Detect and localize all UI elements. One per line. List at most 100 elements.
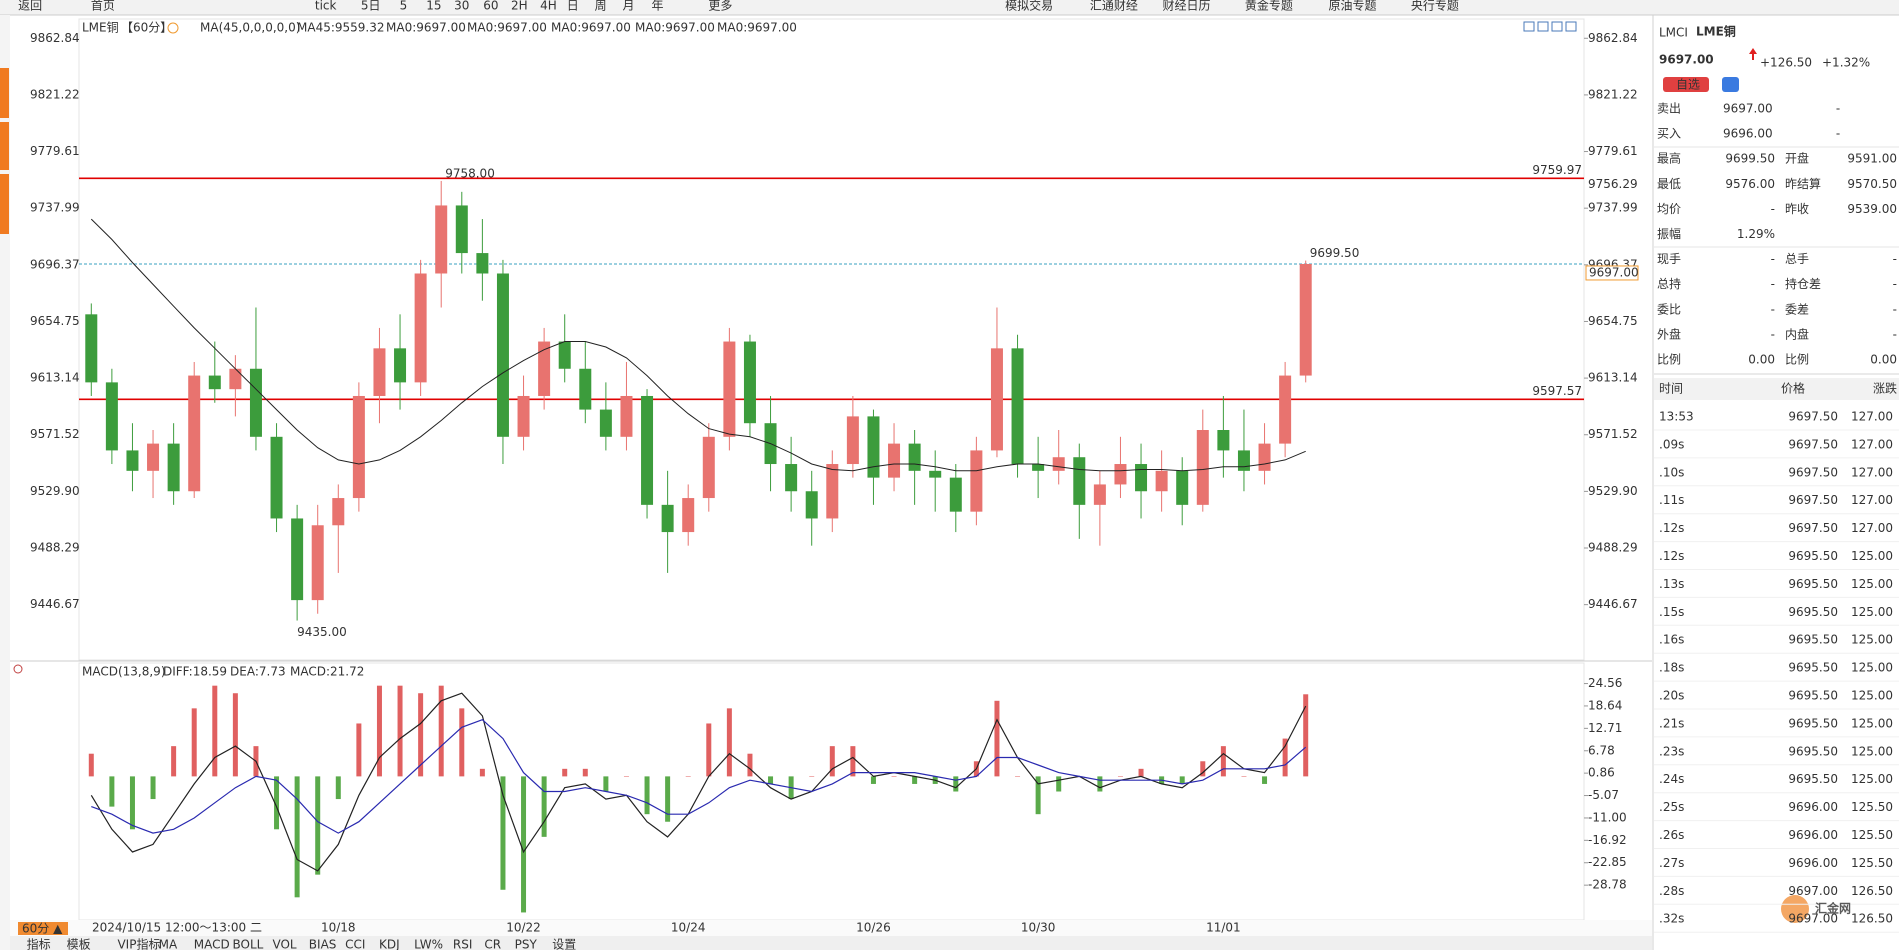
candle-body (1011, 348, 1024, 465)
trade-price: 9696.00 (1788, 800, 1838, 814)
y-tick-label: 9737.99 (30, 201, 80, 215)
macd-bar (356, 723, 362, 777)
settings-icon[interactable] (13, 664, 23, 674)
toolbar-item[interactable]: 返回 (18, 0, 42, 13)
period-button-bg[interactable] (18, 922, 68, 935)
bottom-tab[interactable]: VOL (272, 938, 296, 950)
candle-body (702, 436, 715, 499)
y-tick-label: 0.86 (1588, 766, 1615, 780)
period-button[interactable]: 60分 ▲ (22, 922, 63, 936)
toolbar-item[interactable]: tick (315, 0, 337, 13)
quote-label: - (1836, 127, 1840, 141)
y-tick-label: 9779.61 (1588, 144, 1638, 158)
bottom-tab[interactable]: MA (159, 938, 178, 950)
trade-change: 125.00 (1851, 577, 1893, 591)
candle-body (167, 443, 180, 492)
macd-bar (500, 776, 506, 890)
toolbar-item[interactable]: 2H (511, 0, 528, 13)
toolbar-item[interactable]: 15 (426, 0, 441, 13)
y-tick-label: 9821.22 (1588, 87, 1638, 101)
panel-icon[interactable] (1537, 21, 1549, 32)
bottom-tab[interactable]: CCI (345, 938, 365, 950)
toolbar-item[interactable]: 60 (483, 0, 498, 13)
bottom-tab[interactable]: 模板 (67, 938, 91, 950)
bottom-tab[interactable]: BIAS (309, 938, 337, 950)
trade-change: 125.00 (1851, 744, 1893, 758)
toolbar-item[interactable]: 4H (540, 0, 557, 13)
watch-button-bg[interactable] (1663, 77, 1709, 92)
left-strip (0, 15, 10, 950)
quote-value: 1.29% (1737, 227, 1775, 241)
macd-bar (603, 776, 609, 792)
alert-button[interactable] (1722, 77, 1739, 92)
trade-time: .23s (1659, 744, 1684, 758)
macd-bar (1262, 776, 1268, 784)
candle-body (1196, 430, 1209, 505)
y-tick-label: 9571.52 (30, 427, 80, 441)
bottom-tab[interactable]: 指标 (27, 937, 51, 950)
legend-entry: DIFF:18.59 (163, 665, 227, 679)
trade-change: 125.00 (1851, 605, 1893, 619)
panel-icon[interactable] (1565, 21, 1577, 32)
tab-bar (10, 936, 1652, 950)
macd-bar (1200, 761, 1206, 777)
y-tick-label: 9446.67 (1588, 597, 1638, 611)
macd-bar (1179, 776, 1185, 784)
bottom-tab[interactable]: KDJ (379, 938, 400, 950)
toolbar-item[interactable]: 央行专题 (1411, 0, 1459, 13)
toolbar-item[interactable]: 首页 (91, 0, 115, 13)
candle-body (558, 341, 571, 369)
trade-change: 127.00 (1851, 521, 1893, 535)
bottom-tab[interactable]: MACD (194, 938, 230, 950)
toolbar-item[interactable]: 30 (454, 0, 469, 13)
candle-body (785, 464, 798, 492)
level-label: 9597.57 (1532, 384, 1582, 398)
macd-bar (521, 776, 527, 913)
quote-label: - (1836, 102, 1840, 116)
y-tick-label: 9529.90 (30, 484, 80, 498)
trade-time: .16s (1659, 633, 1684, 647)
macd-bar (541, 776, 547, 837)
toolbar-item[interactable]: 原油专题 (1328, 0, 1376, 13)
quote-code: LMCI (1659, 26, 1688, 40)
bottom-tab[interactable]: BOLL (233, 938, 264, 950)
toolbar-item[interactable]: 更多 (708, 0, 732, 13)
bottom-tab[interactable]: PSY (515, 938, 538, 950)
quote-value: - (1893, 302, 1897, 316)
y-tick-label: 9446.67 (30, 597, 80, 611)
left-tab[interactable] (0, 174, 9, 234)
bottom-tab[interactable]: CR (484, 938, 501, 950)
toolbar-item[interactable]: 月 (622, 0, 634, 13)
trade-price: 9695.50 (1788, 716, 1838, 730)
panel-icon[interactable] (1523, 21, 1535, 32)
toolbar-item[interactable]: 5 (400, 0, 408, 13)
candle-body (394, 348, 407, 383)
watch-button[interactable]: 自选 (1676, 78, 1700, 92)
add-indicator-icon[interactable] (167, 22, 179, 34)
bottom-tab[interactable]: RSI (453, 938, 473, 950)
trade-change: 125.50 (1851, 856, 1893, 870)
toolbar-item[interactable]: 财经日历 (1163, 0, 1211, 13)
bottom-tab[interactable]: VIP指标 (117, 937, 160, 950)
candle-body (249, 368, 262, 437)
toolbar-item[interactable]: 周 (595, 0, 607, 13)
left-tab[interactable] (0, 122, 9, 170)
quote-label: 开盘 (1785, 151, 1809, 166)
trade-price: 9697.00 (1788, 884, 1838, 898)
toolbar-item[interactable]: 汇通财经 (1090, 0, 1138, 13)
candle-body (1258, 443, 1271, 471)
x-tick-label: 11/01 (1206, 921, 1241, 935)
quote-label: 比例 (1785, 353, 1809, 367)
toolbar-item[interactable]: 年 (652, 0, 664, 13)
bottom-tab[interactable]: LW% (414, 938, 443, 950)
toolbar-item[interactable]: 日 (567, 0, 579, 13)
left-tab[interactable] (0, 68, 9, 118)
toolbar-item[interactable]: 模拟交易 (1005, 0, 1053, 13)
trade-time: .27s (1659, 856, 1684, 870)
price-panel-frame (78, 18, 1585, 661)
toolbar-item[interactable]: 黄金专题 (1245, 0, 1293, 13)
bottom-tab[interactable]: 设置 (552, 938, 576, 950)
panel-icon[interactable] (1551, 21, 1563, 32)
trade-price: 9696.00 (1788, 828, 1838, 842)
toolbar-item[interactable]: 5日 (361, 0, 381, 13)
